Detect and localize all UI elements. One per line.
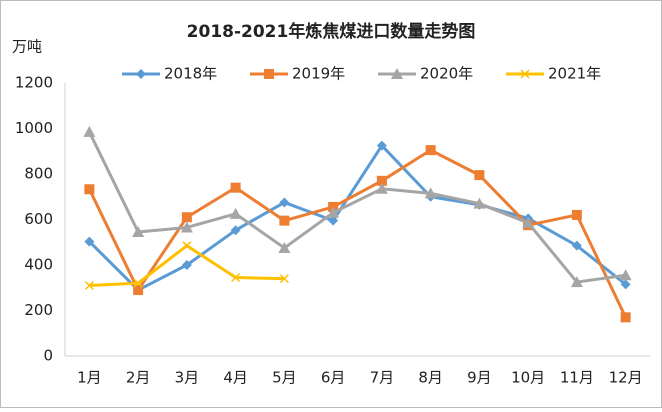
x-tick-label: 8月 xyxy=(418,369,443,387)
legend-marker xyxy=(520,69,530,79)
x-tick-label: 1月 xyxy=(77,369,102,387)
data-point xyxy=(229,207,242,219)
y-tick-label: 0 xyxy=(43,347,53,365)
legend-marker xyxy=(264,69,274,79)
data-point xyxy=(570,276,583,288)
data-point xyxy=(181,212,192,223)
data-point xyxy=(620,279,631,290)
x-tick-label: 10月 xyxy=(511,369,545,387)
data-point xyxy=(132,226,145,238)
data-point xyxy=(327,206,340,218)
chart-title: 2018-2021年炼焦煤进口数量走势图 xyxy=(187,21,476,42)
data-point xyxy=(279,197,290,208)
data-point xyxy=(474,170,485,181)
data-point xyxy=(181,260,192,270)
data-point xyxy=(231,272,241,283)
y-tick-label: 1000 xyxy=(15,119,53,137)
data-point xyxy=(473,197,486,209)
data-point xyxy=(425,145,436,156)
series-line xyxy=(88,131,626,284)
data-point xyxy=(376,140,387,151)
data-point xyxy=(279,274,289,284)
legend-label: 2020年 xyxy=(420,65,473,83)
data-point xyxy=(522,216,535,228)
y-tick-label: 1200 xyxy=(15,74,53,92)
data-point xyxy=(328,215,339,226)
data-point xyxy=(84,236,95,247)
legend-marker xyxy=(391,68,403,79)
data-point xyxy=(424,187,437,199)
data-point xyxy=(571,209,582,220)
data-point xyxy=(279,215,290,226)
x-tick-label: 3月 xyxy=(175,369,200,387)
data-point xyxy=(620,312,631,323)
data-point xyxy=(182,241,192,251)
data-point xyxy=(230,182,241,193)
data-point xyxy=(133,278,143,288)
data-point xyxy=(278,241,291,253)
data-point xyxy=(376,175,387,186)
data-point xyxy=(180,221,193,233)
y-tick-label: 200 xyxy=(24,301,53,319)
y-axis-label: 万吨 xyxy=(12,38,42,56)
data-point xyxy=(84,280,94,291)
x-tick-label: 2月 xyxy=(126,369,151,387)
x-tick-label: 7月 xyxy=(370,369,395,387)
data-point xyxy=(133,285,144,296)
data-point xyxy=(619,269,632,281)
legend-label: 2019年 xyxy=(292,65,345,83)
legend-label: 2018年 xyxy=(164,65,217,83)
x-tick-label: 11月 xyxy=(560,369,594,387)
data-point xyxy=(83,125,96,137)
x-tick-label: 12月 xyxy=(609,369,643,387)
data-point xyxy=(375,182,388,194)
x-tick-label: 5月 xyxy=(272,369,297,387)
x-tick-label: 4月 xyxy=(223,369,248,387)
x-tick-label: 6月 xyxy=(321,369,346,387)
data-point xyxy=(230,225,241,236)
y-tick-label: 400 xyxy=(24,256,53,274)
y-tick-label: 800 xyxy=(24,165,53,183)
legend-marker xyxy=(136,69,146,79)
legend-label: 2021年 xyxy=(548,65,601,83)
y-tick-label: 600 xyxy=(24,210,53,228)
x-tick-label: 9月 xyxy=(467,369,492,387)
data-point xyxy=(571,240,582,251)
data-point xyxy=(84,184,95,195)
